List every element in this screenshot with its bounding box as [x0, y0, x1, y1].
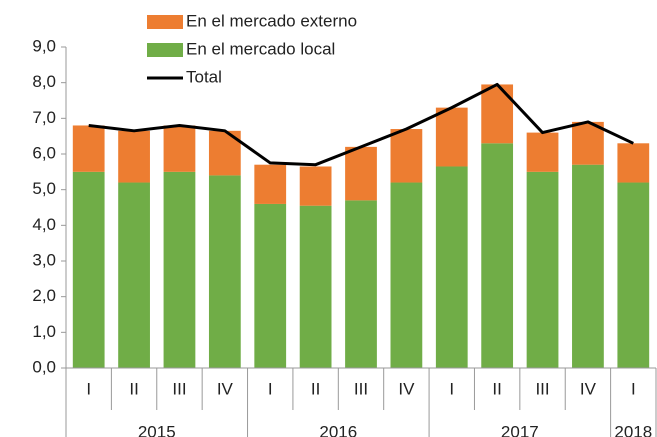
bar	[163, 171, 196, 368]
y-tick-label: 7,0	[32, 108, 56, 127]
bar	[163, 125, 196, 172]
bar	[572, 164, 604, 368]
x-tick-label: II	[492, 379, 501, 398]
bar	[617, 143, 650, 183]
bar	[435, 166, 468, 368]
total-line	[88, 82, 634, 167]
y-tick-label: 4,0	[32, 215, 56, 234]
x-tick-label: I	[86, 379, 91, 398]
x-tick-label: III	[172, 379, 186, 398]
x-tick-label: II	[129, 379, 138, 398]
bar	[481, 143, 514, 368]
bar	[526, 132, 559, 172]
y-tick-label: 3,0	[32, 250, 56, 269]
bar	[526, 171, 559, 368]
bar	[617, 182, 650, 368]
year-label: 2015	[138, 422, 176, 437]
bar	[390, 182, 423, 368]
legend-swatch	[147, 43, 183, 57]
bar	[254, 203, 287, 368]
x-tick-label: II	[311, 379, 320, 398]
bar	[390, 129, 423, 183]
year-label: 2018	[614, 422, 652, 437]
x-tick-label: IV	[398, 379, 415, 398]
x-tick-label: III	[354, 379, 368, 398]
bar	[118, 130, 150, 183]
y-tick-label: 2,0	[32, 286, 56, 305]
legend-label: Total	[186, 67, 222, 86]
y-tick-label: 5,0	[32, 179, 56, 198]
bar	[72, 171, 105, 368]
bar	[435, 107, 468, 167]
x-tick-label: I	[631, 379, 636, 398]
bar	[254, 164, 287, 204]
bar	[299, 205, 332, 368]
x-tick-label: I	[268, 379, 273, 398]
bar	[345, 200, 377, 368]
y-tick-label: 1,0	[32, 322, 56, 341]
year-label: 2016	[319, 422, 357, 437]
bar	[208, 175, 241, 368]
legend-label: En el mercado local	[186, 39, 335, 58]
y-tick-label: 6,0	[32, 143, 56, 162]
legend-label: En el mercado externo	[186, 11, 357, 30]
y-tick-label: 0,0	[32, 357, 56, 376]
year-label: 2017	[501, 422, 539, 437]
bar	[299, 166, 332, 206]
bar	[481, 84, 514, 144]
y-tick-label: 8,0	[32, 72, 56, 91]
x-tick-label: III	[535, 379, 549, 398]
bar	[72, 125, 105, 172]
bar	[345, 146, 377, 201]
legend-swatch	[147, 15, 183, 29]
y-tick-label: 9,0	[32, 36, 56, 55]
x-tick-label: I	[449, 379, 454, 398]
x-tick-label: IV	[580, 379, 597, 398]
bar	[572, 121, 604, 165]
x-tick-label: IV	[217, 379, 234, 398]
bar	[118, 182, 150, 368]
